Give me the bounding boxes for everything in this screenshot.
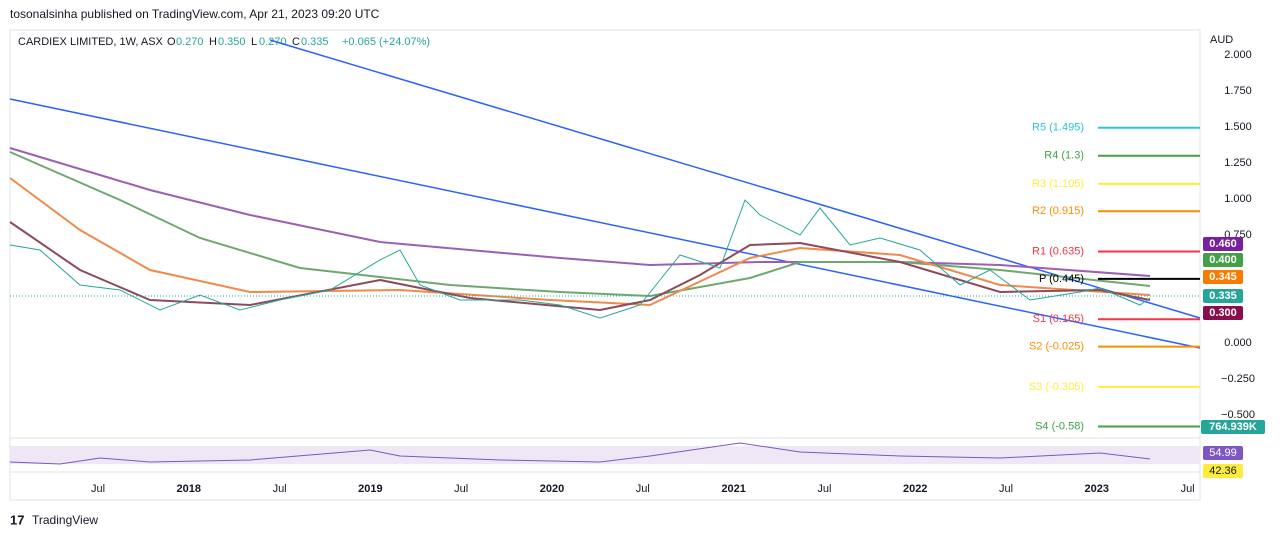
- price-tick: 1.000: [1224, 193, 1252, 205]
- time-tick: 2021: [721, 483, 745, 495]
- price-badge: [1203, 289, 1243, 303]
- open: 0.270: [176, 36, 204, 48]
- pivot-label: R4 (1.3): [1044, 150, 1084, 162]
- volume-badge: [1201, 420, 1265, 434]
- pivot-label: R1 (0.635): [1032, 245, 1084, 257]
- price-badge: [1203, 306, 1243, 320]
- price-badge: [1203, 253, 1243, 267]
- rsi-band: [10, 446, 1200, 464]
- pivot-label: R2 (0.915): [1032, 205, 1084, 217]
- c-key: C: [292, 36, 300, 48]
- price-tick: 2.000: [1224, 49, 1252, 61]
- time-tick: 2018: [177, 483, 201, 495]
- pivot-label: S1 (0.165): [1033, 313, 1084, 325]
- o-key: O: [167, 36, 176, 48]
- rsi-badge: [1203, 446, 1243, 460]
- trendline: [9, 98, 1201, 349]
- close: 0.335: [301, 36, 329, 48]
- price-tick: −0.250: [1221, 373, 1255, 385]
- pivot-label: S2 (-0.025): [1029, 341, 1084, 353]
- time-tick: 2022: [903, 483, 927, 495]
- ma-line: [9, 221, 1151, 312]
- price-tick: 0.000: [1224, 337, 1252, 349]
- header: tosonalsinha published on TradingView.co…: [10, 7, 380, 21]
- low: 0.270: [259, 36, 287, 48]
- pivot-label: R5 (1.495): [1032, 122, 1084, 134]
- volume-badge-label: 764.939K: [1209, 421, 1257, 433]
- unit: AUD: [1210, 34, 1233, 46]
- legend: CARDIEX LIMITED, 1W, ASX O 0.270 H 0.350…: [18, 36, 430, 48]
- rsi-line: [9, 442, 1151, 465]
- pivot-label: P (0.445): [1039, 273, 1084, 285]
- price-badge-label: 0.345: [1209, 271, 1237, 283]
- time-tick: Jul: [817, 483, 831, 495]
- rsi-badge-label: 54.99: [1209, 447, 1237, 459]
- time-tick: 2023: [1085, 483, 1109, 495]
- rsi-badge: [1203, 464, 1243, 478]
- ma-line: [9, 151, 1151, 298]
- pivot-label: R3 (1.105): [1032, 178, 1084, 190]
- time-tick: Jul: [454, 483, 468, 495]
- price-line: [9, 199, 1151, 319]
- time-tick: Jul: [636, 483, 650, 495]
- footer: TradingView: [32, 513, 98, 527]
- drawings: [9, 39, 1201, 465]
- time-tick: 2020: [540, 483, 564, 495]
- price-tick: 1.750: [1224, 85, 1252, 97]
- price-badge: [1203, 237, 1243, 251]
- logo: 17: [10, 512, 24, 527]
- price-badge-label: 0.400: [1209, 254, 1237, 266]
- price-badge: [1203, 270, 1243, 284]
- price-badge-label: 0.300: [1209, 307, 1237, 319]
- symbol: CARDIEX LIMITED, 1W, ASX: [18, 36, 164, 48]
- ma-line: [9, 177, 1151, 307]
- time-tick: Jul: [1181, 483, 1195, 495]
- time-tick: Jul: [273, 483, 287, 495]
- price-tick: 1.250: [1224, 157, 1252, 169]
- trendline: [269, 39, 1201, 319]
- time-tick: 2019: [358, 483, 382, 495]
- h-key: H: [209, 36, 217, 48]
- change: +0.065 (+24.07%): [342, 36, 430, 48]
- price-badge-label: 0.460: [1209, 238, 1237, 250]
- time-tick: Jul: [999, 483, 1013, 495]
- l-key: L: [251, 36, 257, 48]
- pivot-label: S3 (-0.305): [1029, 381, 1084, 393]
- price-badge-label: 0.335: [1209, 290, 1237, 302]
- price-tick: 1.500: [1224, 121, 1252, 133]
- ma-line: [9, 147, 1151, 277]
- time-tick: Jul: [91, 483, 105, 495]
- rsi-badge-label: 42.36: [1209, 465, 1237, 477]
- price-tick: −0.500: [1221, 409, 1255, 421]
- high: 0.350: [218, 36, 246, 48]
- pivot-label: S4 (-0.58): [1035, 420, 1084, 432]
